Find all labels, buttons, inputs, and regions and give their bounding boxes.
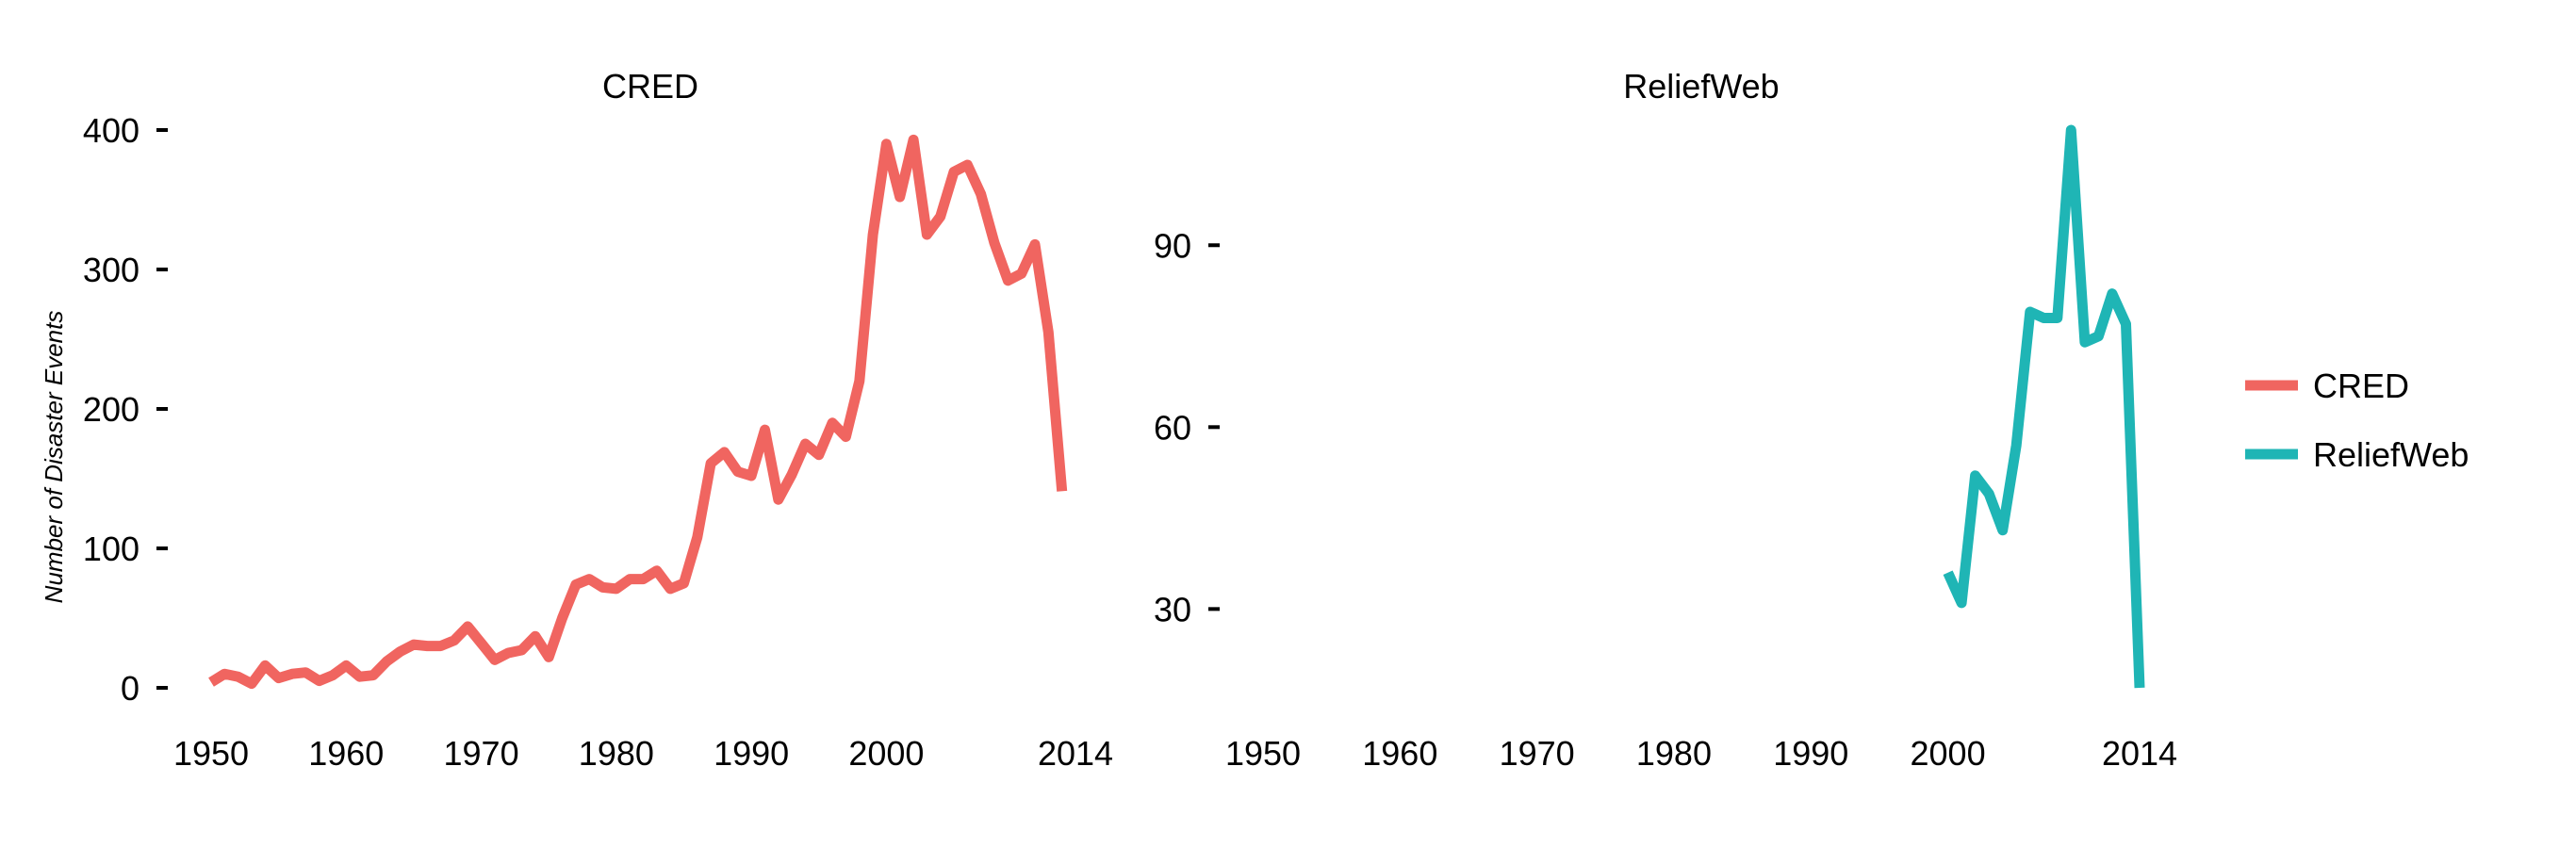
y-axis-label: Number of Disaster Events: [40, 311, 68, 604]
reliefweb-x-tick-label: 1970: [1500, 734, 1575, 773]
cred-y-tick-label: 200: [83, 390, 139, 429]
panel-cred: 0 100 200 300 400 1950 1960 1970 1980 1990 2000 201…: [83, 111, 1113, 773]
cred-y-tick-label: 400: [83, 111, 139, 150]
cred-series-line: [208, 134, 1068, 690]
legend-label-cred: CRED: [2313, 367, 2409, 405]
panel-reliefweb: 30 60 90 1950 1960 1970 1980 1990 2000 2014: [1154, 124, 2177, 773]
cred-x-tick-label: 1980: [579, 734, 654, 773]
cred-x-tick-label: 1950: [173, 734, 249, 773]
cred-x-tick-label: 1960: [308, 734, 384, 773]
legend-label-reliefweb: ReliefWeb: [2313, 435, 2469, 474]
cred-y-tick-label: 0: [121, 669, 139, 708]
panel-title-reliefweb: ReliefWeb: [1623, 67, 1779, 106]
panel-title-cred: CRED: [602, 67, 698, 106]
cred-y-tick-label: 300: [83, 251, 139, 289]
reliefweb-x-tick-label: 2000: [1911, 734, 1986, 773]
reliefweb-x-tick-label: 1950: [1225, 734, 1301, 773]
cred-x-tick-label: 1990: [714, 734, 789, 773]
cred-y-tick-label: 100: [83, 530, 139, 568]
legend: CRED ReliefWeb: [2245, 367, 2469, 474]
reliefweb-y-tick-label: 30: [1154, 590, 1191, 628]
reliefweb-y-tick-label: 60: [1154, 408, 1191, 447]
reliefweb-x-tick-label: 1990: [1773, 734, 1848, 773]
reliefweb-x-tick-label: 1960: [1362, 734, 1437, 773]
cred-x-tick-label: 2000: [848, 734, 924, 773]
reliefweb-series-line: [1943, 124, 2145, 689]
cred-x-tick-label: 1970: [444, 734, 519, 773]
cred-x-tick-label: 2014: [1038, 734, 1113, 773]
reliefweb-y-tick-label: 90: [1154, 226, 1191, 265]
reliefweb-x-tick-label: 2014: [2102, 734, 2177, 773]
reliefweb-x-tick-label: 1980: [1636, 734, 1712, 773]
